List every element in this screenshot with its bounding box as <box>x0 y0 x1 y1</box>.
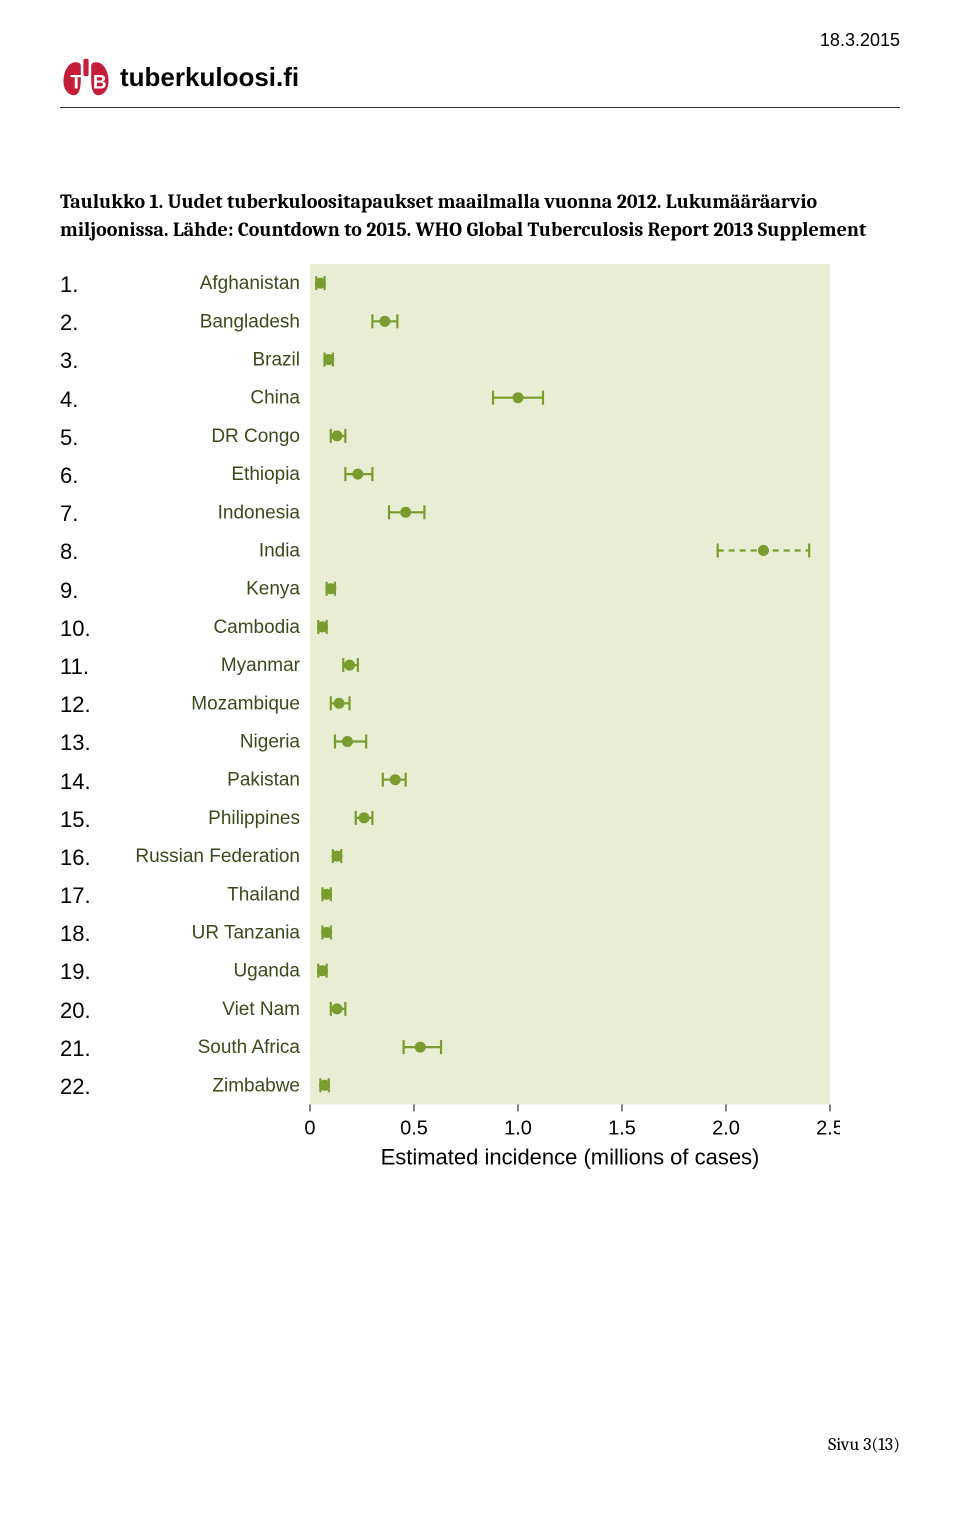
row-number: 5. <box>60 419 120 457</box>
row-number: 4. <box>60 381 120 419</box>
header-row: T B tuberkuloosi.fi <box>60 57 900 108</box>
svg-text:Zimbabwe: Zimbabwe <box>212 1075 300 1096</box>
svg-text:Philippines: Philippines <box>208 808 300 829</box>
row-number: 7. <box>60 495 120 533</box>
row-number: 2. <box>60 304 120 342</box>
site-name: tuberkuloosi.fi <box>120 62 299 93</box>
svg-text:Uganda: Uganda <box>233 961 300 982</box>
row-number: 21. <box>60 1030 120 1068</box>
svg-text:Cambodia: Cambodia <box>213 617 300 638</box>
svg-text:Kenya: Kenya <box>246 579 300 600</box>
svg-text:0.5: 0.5 <box>400 1117 428 1139</box>
row-number: 18. <box>60 915 120 953</box>
svg-text:T: T <box>70 72 82 93</box>
header-date: 18.3.2015 <box>60 30 900 51</box>
svg-text:Brazil: Brazil <box>253 349 300 370</box>
row-number: 13. <box>60 724 120 762</box>
chart-svg: Afghanistan Bangladesh Brazil China DR Congo… <box>120 264 840 1174</box>
row-number: 6. <box>60 457 120 495</box>
table-caption: Taulukko 1. Uudet tuberkuloositapaukset … <box>60 188 900 244</box>
svg-text:South Africa: South Africa <box>198 1037 301 1058</box>
svg-text:B: B <box>93 72 107 93</box>
chart-row: 1.2.3.4.5.6.7.8.9.10.11.12.13.14.15.16.1… <box>60 264 900 1174</box>
svg-text:Nigeria: Nigeria <box>240 731 301 752</box>
page: 18.3.2015 T B tuberkuloosi.fi Taulukko 1… <box>0 0 960 1495</box>
svg-text:Indonesia: Indonesia <box>218 502 301 523</box>
svg-text:DR Congo: DR Congo <box>211 426 300 447</box>
svg-text:1.0: 1.0 <box>504 1117 532 1139</box>
svg-text:Russian Federation: Russian Federation <box>135 846 300 867</box>
svg-text:0: 0 <box>304 1117 315 1139</box>
tb-logo-icon: T B <box>60 57 112 97</box>
svg-text:UR Tanzania: UR Tanzania <box>192 922 301 943</box>
row-number: 17. <box>60 877 120 915</box>
svg-text:Ethiopia: Ethiopia <box>231 464 300 485</box>
svg-text:Afghanistan: Afghanistan <box>200 273 300 294</box>
row-number: 20. <box>60 992 120 1030</box>
row-number: 3. <box>60 342 120 380</box>
svg-text:Pakistan: Pakistan <box>227 770 300 791</box>
row-number: 12. <box>60 686 120 724</box>
row-number: 16. <box>60 839 120 877</box>
logo: T B tuberkuloosi.fi <box>60 57 299 97</box>
svg-text:Thailand: Thailand <box>227 884 300 905</box>
row-number: 1. <box>60 266 120 304</box>
page-footer: Sivu 3(13) <box>60 1434 900 1455</box>
svg-text:2.0: 2.0 <box>712 1117 740 1139</box>
row-numbers: 1.2.3.4.5.6.7.8.9.10.11.12.13.14.15.16.1… <box>60 264 120 1106</box>
svg-text:Mozambique: Mozambique <box>191 693 300 714</box>
svg-text:Viet Nam: Viet Nam <box>222 999 300 1020</box>
chart: Afghanistan Bangladesh Brazil China DR Congo… <box>120 264 900 1174</box>
row-number: 15. <box>60 801 120 839</box>
svg-text:2.5: 2.5 <box>816 1117 840 1139</box>
svg-text:China: China <box>250 388 300 409</box>
svg-text:Estimated incidence (millions: Estimated incidence (millions of cases) <box>381 1144 760 1169</box>
row-number: 19. <box>60 953 120 991</box>
row-number: 10. <box>60 610 120 648</box>
row-number: 8. <box>60 533 120 571</box>
svg-text:1.5: 1.5 <box>608 1117 636 1139</box>
row-number: 11. <box>60 648 120 686</box>
row-number: 9. <box>60 572 120 610</box>
row-number: 22. <box>60 1068 120 1106</box>
svg-text:Bangladesh: Bangladesh <box>200 311 300 332</box>
svg-text:Myanmar: Myanmar <box>221 655 300 676</box>
row-number: 14. <box>60 762 120 800</box>
svg-text:India: India <box>259 540 301 561</box>
